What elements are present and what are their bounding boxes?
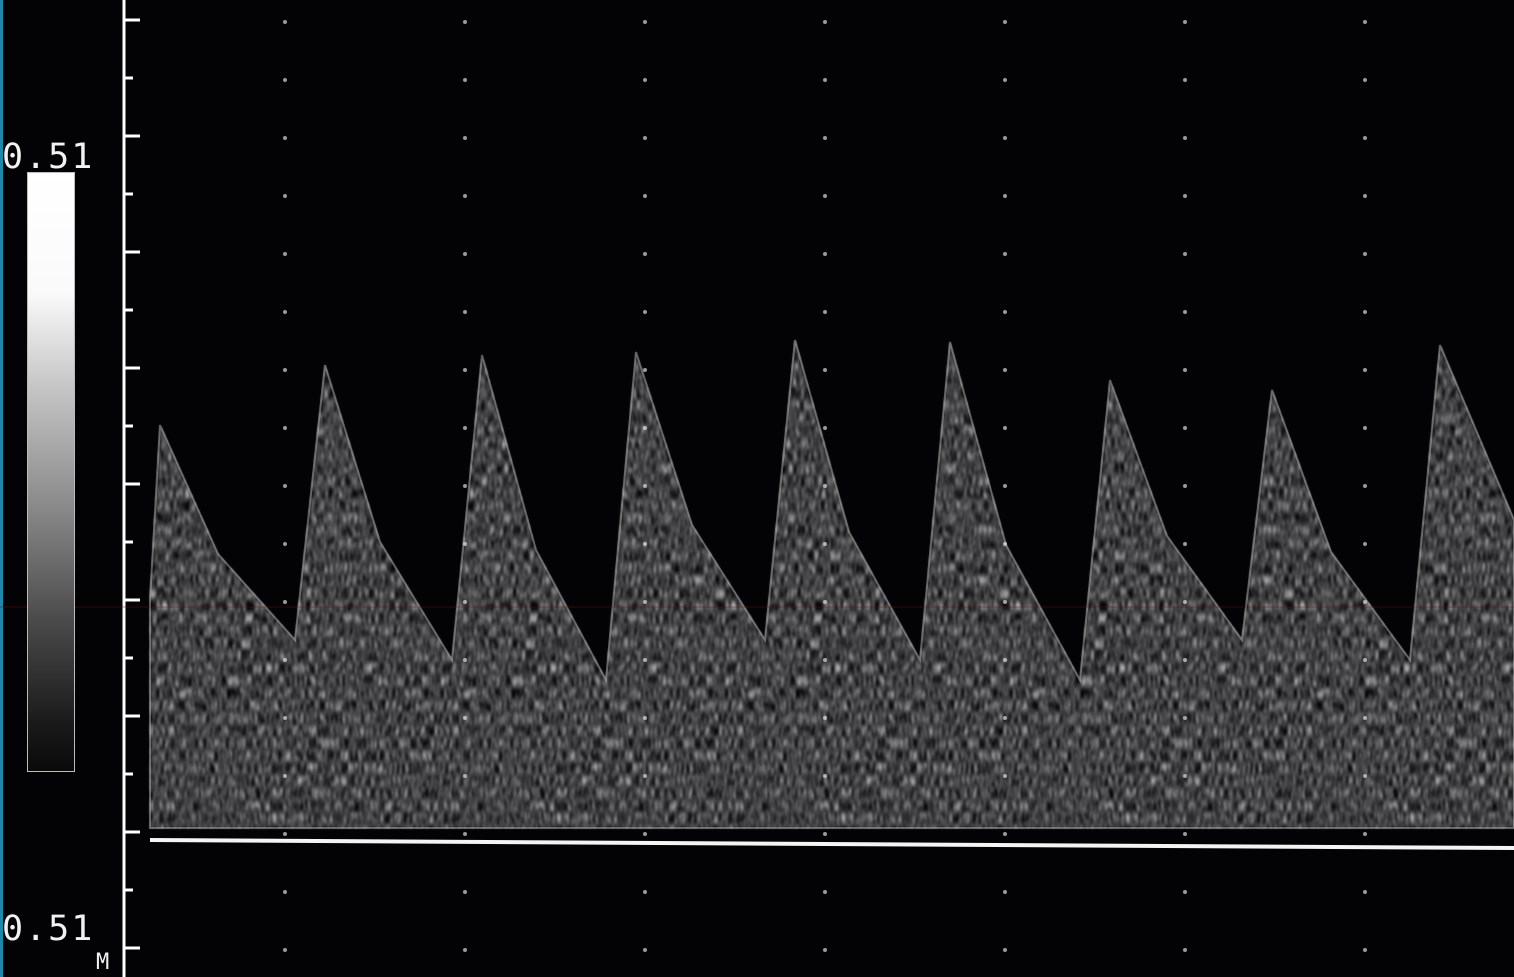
grid-dot <box>463 194 467 198</box>
grid-dot <box>283 310 287 314</box>
grid-dot <box>643 948 647 952</box>
grid-dot <box>643 78 647 82</box>
grid-dot <box>1003 832 1007 836</box>
grid-dot <box>643 136 647 140</box>
grid-dot <box>643 310 647 314</box>
grid-dot <box>283 832 287 836</box>
grid-dot <box>463 426 467 430</box>
monitor-edge <box>0 0 3 977</box>
grid-dot <box>1183 252 1187 256</box>
grid-dot <box>1363 78 1367 82</box>
grid-dot <box>1183 484 1187 488</box>
grid-dot <box>1363 194 1367 198</box>
grid-dot <box>1183 310 1187 314</box>
grid-dot <box>823 948 827 952</box>
grid-dot <box>1363 484 1367 488</box>
grid-dot <box>823 368 827 372</box>
grid-dot <box>823 136 827 140</box>
grid-dot <box>463 368 467 372</box>
waveform-envelope <box>149 339 1514 829</box>
grid-dot <box>1183 890 1187 894</box>
grid-dot <box>283 600 287 604</box>
grid-dot <box>283 890 287 894</box>
grid-dot <box>643 20 647 24</box>
grid-dot <box>463 948 467 952</box>
grid-dot <box>823 252 827 256</box>
grid-dot <box>1183 542 1187 546</box>
grid-dot <box>463 20 467 24</box>
grid-dot <box>823 426 827 430</box>
grid-dot <box>463 310 467 314</box>
grid-dot <box>1003 890 1007 894</box>
grid-dot <box>1003 78 1007 82</box>
grid-dot <box>1363 252 1367 256</box>
grid-dot <box>1003 20 1007 24</box>
grid-dot <box>1003 484 1007 488</box>
grid-dot <box>463 136 467 140</box>
grid-dot <box>643 252 647 256</box>
grid-dot <box>1003 368 1007 372</box>
grid-dot <box>823 78 827 82</box>
grid-dot <box>283 20 287 24</box>
marker-label: M <box>96 950 110 975</box>
grid-dot <box>823 20 827 24</box>
grid-dot <box>1003 948 1007 952</box>
grid-dot <box>1183 136 1187 140</box>
grid-dot <box>1183 426 1187 430</box>
grid-dot <box>283 368 287 372</box>
grid-dot <box>283 252 287 256</box>
grid-dot <box>1183 194 1187 198</box>
doppler-waveform <box>150 340 1514 828</box>
scale-top-label: 0.51 <box>2 137 95 177</box>
grid-dot <box>1183 78 1187 82</box>
grid-dot <box>1003 426 1007 430</box>
grid-dot <box>1183 20 1187 24</box>
grid-dot <box>283 484 287 488</box>
grid-dot <box>1183 948 1187 952</box>
grid-dot <box>1003 252 1007 256</box>
grid-dot <box>1183 832 1187 836</box>
scale-bottom-label: 0.51 <box>2 909 95 949</box>
grid-dot <box>463 78 467 82</box>
grid-dot <box>643 194 647 198</box>
grayscale-bar <box>27 172 75 772</box>
grid-dot <box>1363 310 1367 314</box>
baseline <box>149 838 1514 850</box>
grid-dot <box>283 542 287 546</box>
grid-dot <box>1363 890 1367 894</box>
grid-dot <box>1183 368 1187 372</box>
grid-dot <box>283 136 287 140</box>
grid-dot <box>823 310 827 314</box>
grid-dot <box>1363 368 1367 372</box>
grid-dot <box>1363 832 1367 836</box>
grid-dot <box>1003 136 1007 140</box>
grid-dot <box>643 832 647 836</box>
grid-dot <box>1363 948 1367 952</box>
grid-dot <box>1003 194 1007 198</box>
grid-dot <box>1363 426 1367 430</box>
grid-dot <box>823 890 827 894</box>
grid-dot <box>463 484 467 488</box>
grid-dot <box>823 832 827 836</box>
grid-dot <box>463 890 467 894</box>
grid-dot <box>1003 310 1007 314</box>
grid-dot <box>1363 20 1367 24</box>
grid-dot <box>1363 542 1367 546</box>
grid-dot <box>283 948 287 952</box>
grid-dot <box>463 832 467 836</box>
grid-dot <box>643 368 647 372</box>
grid-dot <box>283 194 287 198</box>
grid-dot <box>283 426 287 430</box>
axis-ticks <box>124 18 140 950</box>
grid-dot <box>463 252 467 256</box>
grid-dot <box>643 890 647 894</box>
grid-dot <box>1363 136 1367 140</box>
grid-dot <box>283 78 287 82</box>
grid-dot <box>823 194 827 198</box>
